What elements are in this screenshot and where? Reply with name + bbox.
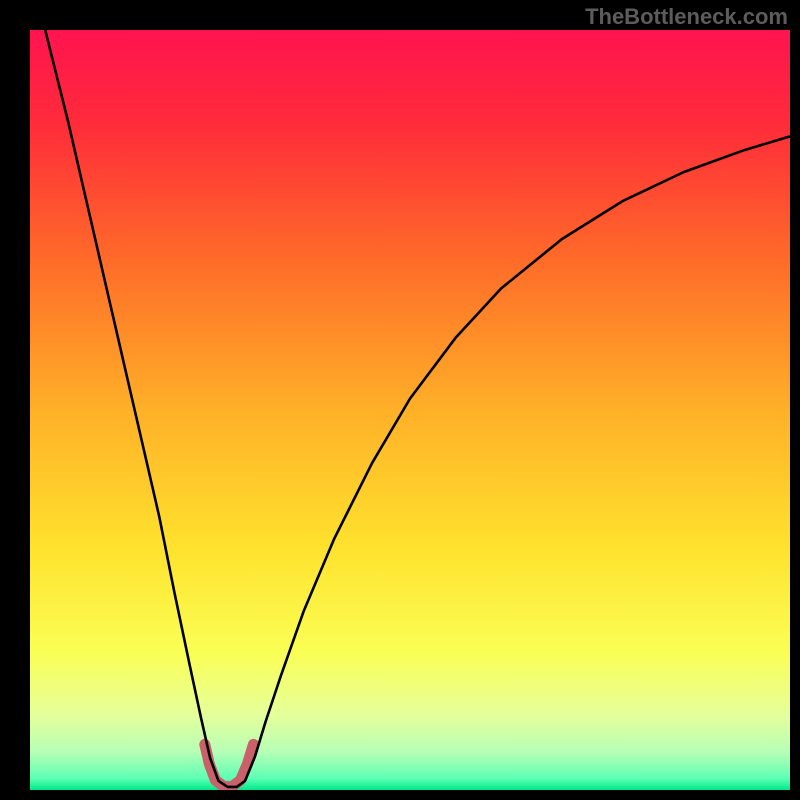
chart-svg-overlay bbox=[30, 30, 790, 790]
bottleneck-chart bbox=[30, 30, 790, 790]
bottleneck-curve bbox=[45, 30, 790, 787]
watermark-text: TheBottleneck.com bbox=[585, 4, 788, 30]
